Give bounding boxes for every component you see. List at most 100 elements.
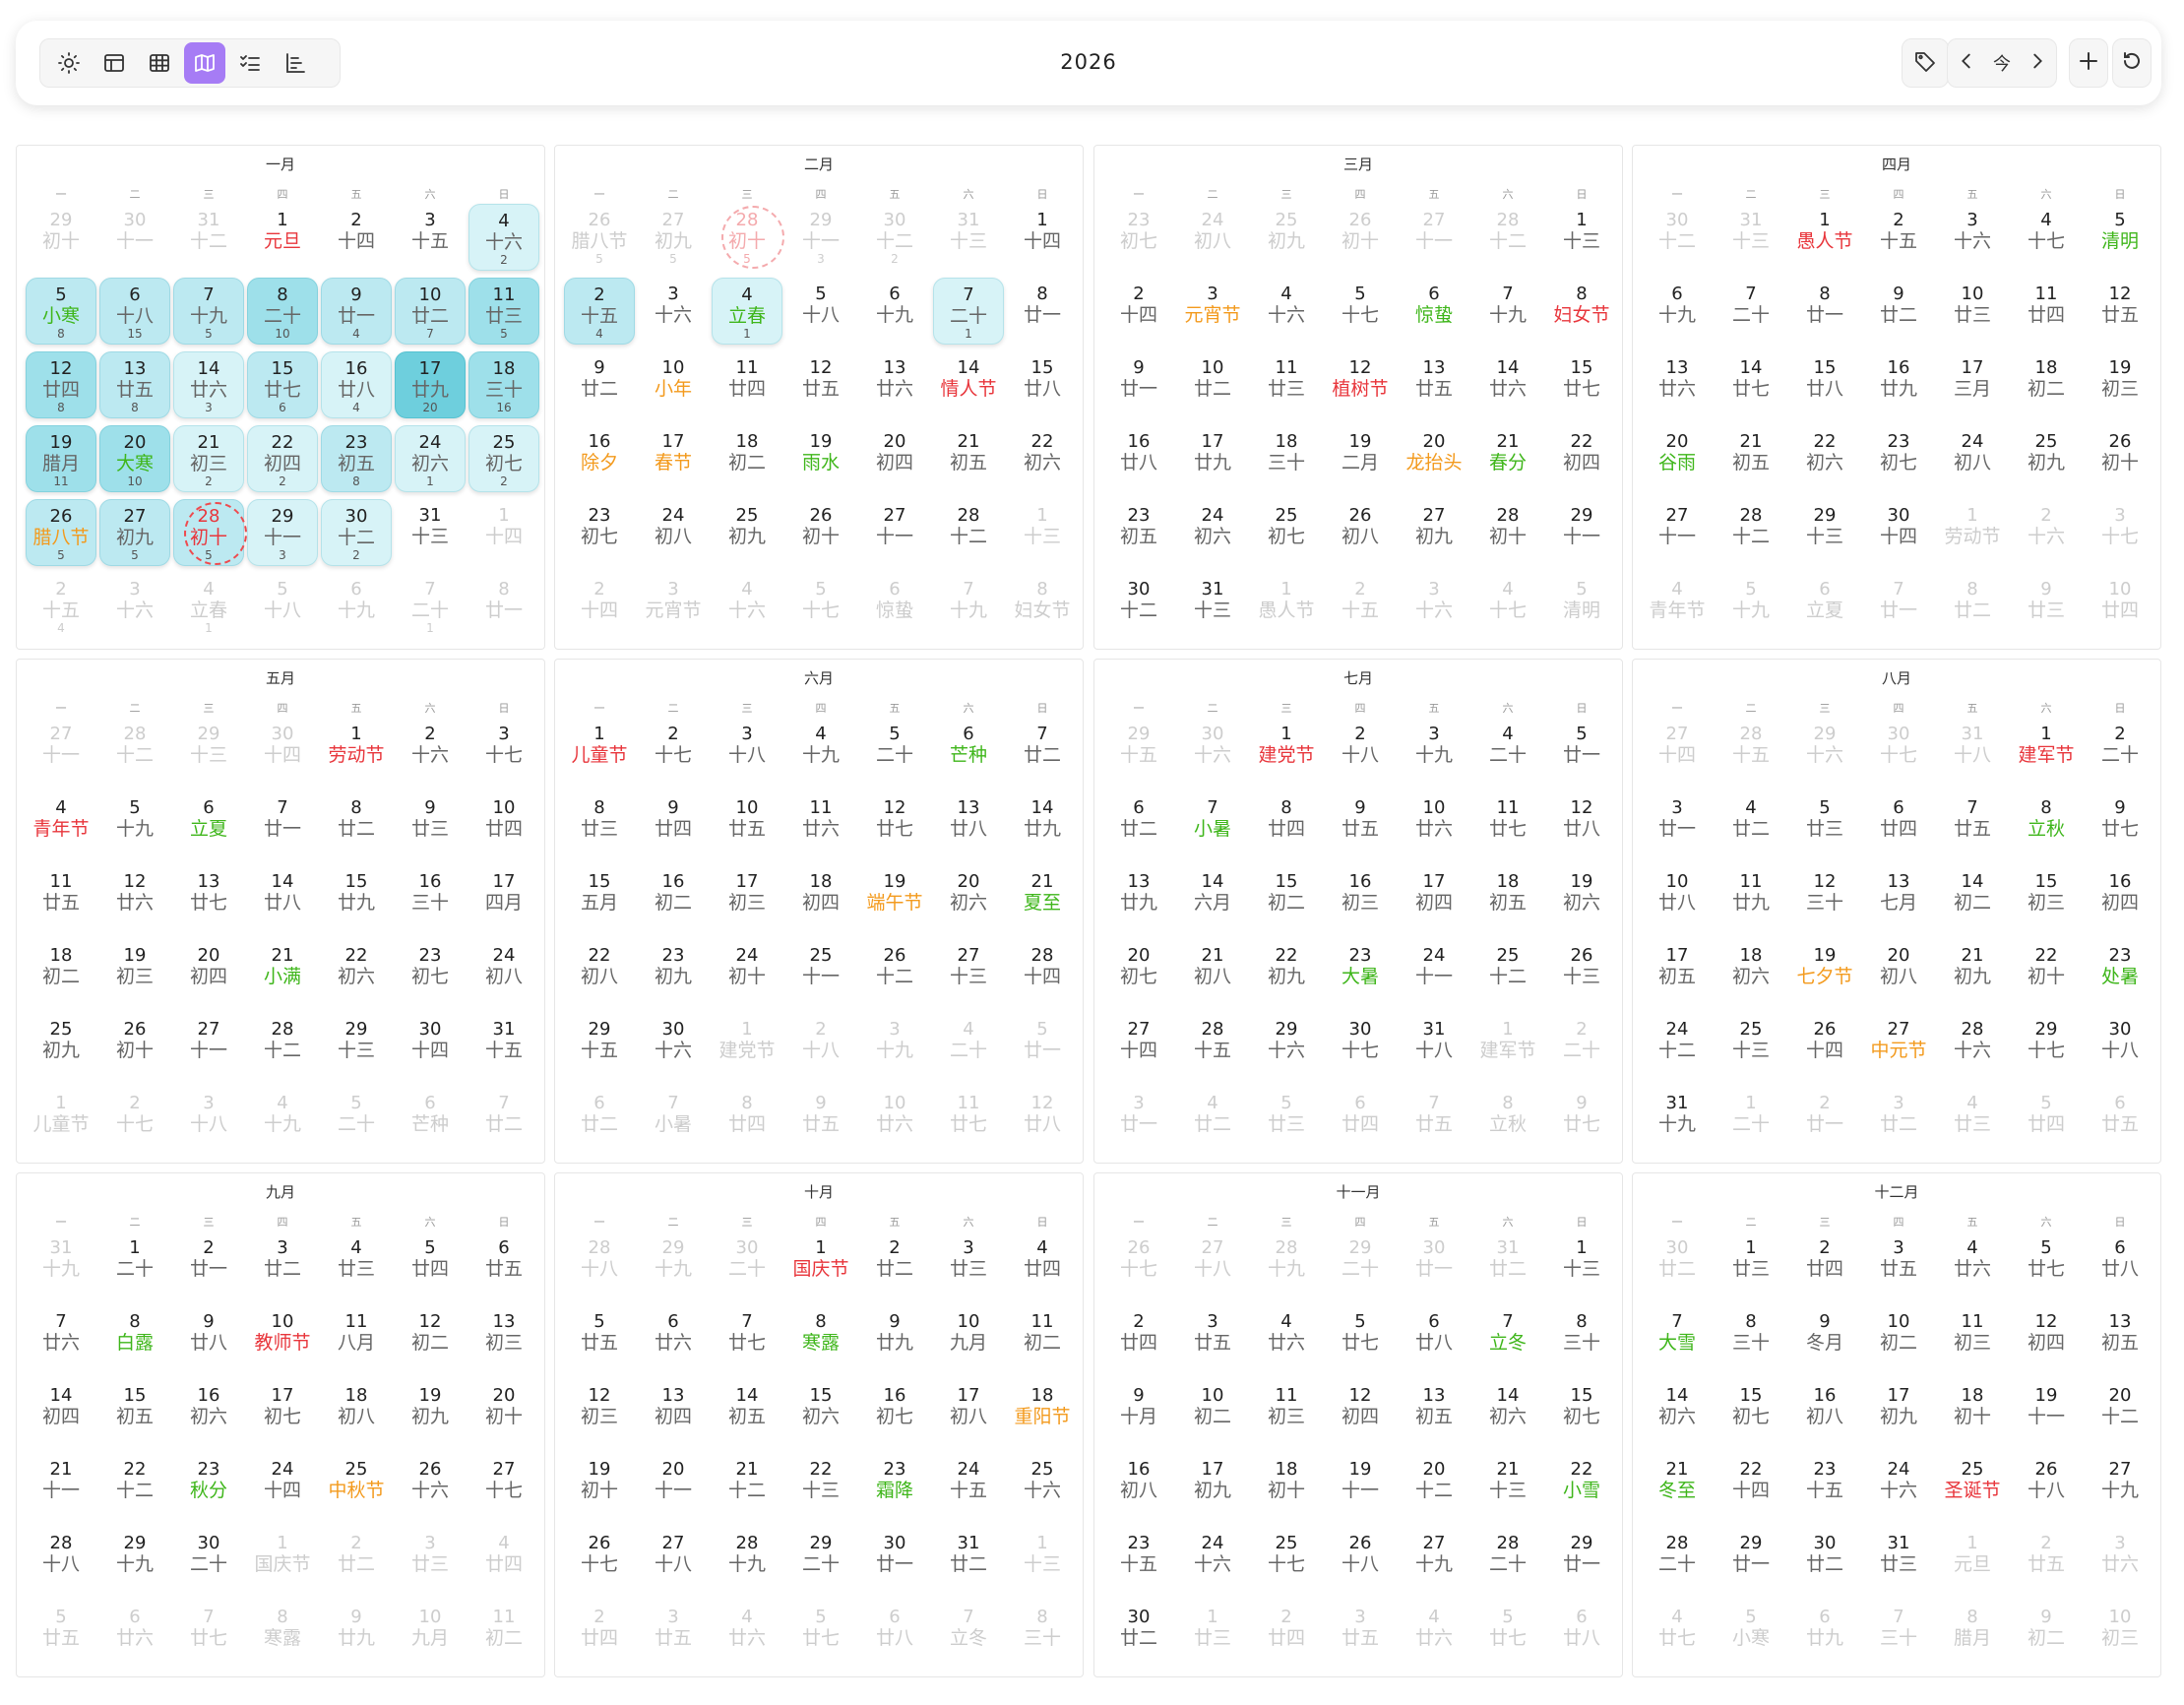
day-cell[interactable]: 26 初十: [785, 499, 856, 566]
day-cell[interactable]: 7 廿二: [1007, 718, 1078, 785]
day-cell[interactable]: 1 劳动节: [321, 718, 392, 785]
day-cell[interactable]: 7 廿七: [712, 1305, 782, 1372]
day-cell[interactable]: 31 廿二: [933, 1527, 1004, 1594]
grid-icon[interactable]: [139, 42, 180, 84]
today-button[interactable]: 今: [1993, 54, 2011, 75]
day-cell[interactable]: 30 廿二: [1103, 1601, 1174, 1668]
day-cell[interactable]: 30 十四: [395, 1013, 466, 1080]
day-cell[interactable]: 21 十二: [712, 1453, 782, 1520]
day-cell[interactable]: 29 十三: [173, 718, 244, 785]
day-cell[interactable]: 11 廿六: [785, 791, 856, 858]
day-cell[interactable]: 30 十七: [1325, 1013, 1396, 1080]
day-cell[interactable]: 28 十五: [1177, 1013, 1248, 1080]
day-cell[interactable]: 19 十一: [2011, 1379, 2082, 1446]
day-cell[interactable]: 31 十三: [395, 499, 466, 566]
day-cell[interactable]: 9 廿一: [1103, 351, 1174, 418]
day-cell[interactable]: 10 初三: [2085, 1601, 2155, 1668]
day-cell[interactable]: 19 雨水: [785, 425, 856, 492]
day-cell[interactable]: 1 建党节: [712, 1013, 782, 1080]
day-cell[interactable]: 8 廿一: [1007, 278, 1078, 345]
day-cell[interactable]: 16 三十: [395, 865, 466, 932]
day-cell[interactable]: 5 十八: [785, 278, 856, 345]
day-cell[interactable]: 20 十二: [1399, 1453, 1469, 1520]
day-cell[interactable]: 5 廿五: [564, 1305, 635, 1372]
day-cell[interactable]: 24 初八: [1177, 204, 1248, 271]
day-cell[interactable]: 29 十三: [1789, 499, 1860, 566]
day-cell[interactable]: 29 二十: [1325, 1231, 1396, 1298]
day-cell[interactable]: 26 十七: [564, 1527, 635, 1594]
day-cell[interactable]: 2 二十: [2085, 718, 2155, 785]
day-cell[interactable]: 27 十一: [859, 499, 930, 566]
day-cell[interactable]: 2 十六: [2011, 499, 2082, 566]
day-cell[interactable]: 1 元旦: [247, 204, 318, 271]
day-cell[interactable]: 28 十八: [26, 1527, 96, 1594]
day-cell[interactable]: 3 廿三: [933, 1231, 1004, 1298]
day-cell[interactable]: 27 十一: [1642, 499, 1713, 566]
day-cell[interactable]: 26 初八: [1325, 499, 1396, 566]
day-cell[interactable]: 16 初三: [1325, 865, 1396, 932]
checklist-icon[interactable]: [229, 42, 271, 84]
day-cell[interactable]: 1 十四: [1007, 204, 1078, 271]
day-cell[interactable]: 31 十三: [933, 204, 1004, 271]
day-cell[interactable]: 3 十六: [1399, 573, 1469, 640]
day-cell[interactable]: 17 廿九 20: [395, 351, 466, 418]
day-cell[interactable]: 24 初八: [468, 939, 539, 1006]
day-cell[interactable]: 29 十一 3: [785, 204, 856, 271]
day-cell[interactable]: 31 十九: [26, 1231, 96, 1298]
day-cell[interactable]: 7 立冬: [933, 1601, 1004, 1668]
day-cell[interactable]: 3 元宵节: [638, 573, 709, 640]
day-cell[interactable]: 4 廿四: [1007, 1231, 1078, 1298]
day-cell[interactable]: 2 廿四: [564, 1601, 635, 1668]
day-cell[interactable]: 6 立夏: [173, 791, 244, 858]
day-cell[interactable]: 6 廿二: [564, 1087, 635, 1154]
day-cell[interactable]: 17 初九: [1177, 1453, 1248, 1520]
day-cell[interactable]: 5 小寒 8: [26, 278, 96, 345]
day-cell[interactable]: 5 廿一: [1007, 1013, 1078, 1080]
day-cell[interactable]: 5 十九: [99, 791, 170, 858]
day-cell[interactable]: 10 小年: [638, 351, 709, 418]
day-cell[interactable]: 29 十五: [564, 1013, 635, 1080]
day-cell[interactable]: 8 廿三: [564, 791, 635, 858]
day-cell[interactable]: 14 廿八: [247, 865, 318, 932]
day-cell[interactable]: 27 初九: [1399, 499, 1469, 566]
day-cell[interactable]: 6 廿四: [1325, 1087, 1396, 1154]
day-cell[interactable]: 11 廿四: [712, 351, 782, 418]
day-cell[interactable]: 17 三月: [1937, 351, 2008, 418]
day-cell[interactable]: 4 十七: [1472, 573, 1543, 640]
day-cell[interactable]: 30 二十: [173, 1527, 244, 1594]
day-cell[interactable]: 2 十五 4: [564, 278, 635, 345]
day-cell[interactable]: 17 初五: [1642, 939, 1713, 1006]
day-cell[interactable]: 24 十五: [933, 1453, 1004, 1520]
day-cell[interactable]: 1 十三: [1546, 1231, 1617, 1298]
day-cell[interactable]: 31 十三: [1177, 573, 1248, 640]
day-cell[interactable]: 2 十六: [395, 718, 466, 785]
day-cell[interactable]: 29 初十: [26, 204, 96, 271]
day-cell[interactable]: 16 初七: [859, 1379, 930, 1446]
day-cell[interactable]: 2 廿一: [173, 1231, 244, 1298]
day-cell[interactable]: 22 初四 2: [247, 425, 318, 492]
add-button[interactable]: [2069, 38, 2108, 88]
day-cell[interactable]: 12 初二: [395, 1305, 466, 1372]
day-cell[interactable]: 13 廿五: [1399, 351, 1469, 418]
day-cell[interactable]: 17 春节: [638, 425, 709, 492]
day-cell[interactable]: 3 元宵节: [1177, 278, 1248, 345]
day-cell[interactable]: 8 廿二: [1937, 573, 2008, 640]
day-cell[interactable]: 5 廿七: [2011, 1231, 2082, 1298]
day-cell[interactable]: 20 十二: [2085, 1379, 2155, 1446]
day-cell[interactable]: 13 廿七: [173, 865, 244, 932]
day-cell[interactable]: 4 二十: [933, 1013, 1004, 1080]
day-cell[interactable]: 10 廿三: [1937, 278, 2008, 345]
day-cell[interactable]: 18 初二: [2011, 351, 2082, 418]
day-cell[interactable]: 8 二十 10: [247, 278, 318, 345]
day-cell[interactable]: 13 初五: [1399, 1379, 1469, 1446]
day-cell[interactable]: 28 十九: [1251, 1231, 1322, 1298]
day-cell[interactable]: 27 十四: [1642, 718, 1713, 785]
day-cell[interactable]: 28 十二: [1472, 204, 1543, 271]
day-cell[interactable]: 1 十三: [1007, 1527, 1078, 1594]
day-cell[interactable]: 5 十七: [1325, 278, 1396, 345]
day-cell[interactable]: 28 二十: [1472, 1527, 1543, 1594]
day-cell[interactable]: 6 十九: [321, 573, 392, 640]
day-cell[interactable]: 6 惊蛰: [1399, 278, 1469, 345]
day-cell[interactable]: 27 十九: [1399, 1527, 1469, 1594]
day-cell[interactable]: 25 十一: [785, 939, 856, 1006]
